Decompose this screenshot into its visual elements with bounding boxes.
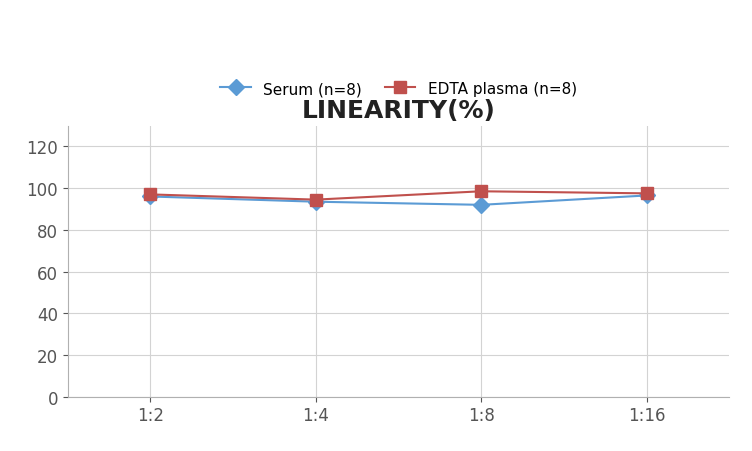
Title: LINEARITY(%): LINEARITY(%) [302, 99, 496, 123]
Serum (n=8) [642, 193, 651, 199]
Serum (n=8) [311, 199, 320, 205]
Serum (n=8) [146, 194, 155, 200]
Serum (n=8) [477, 202, 486, 208]
Line: EDTA plasma (n=8): EDTA plasma (n=8) [145, 186, 652, 206]
EDTA plasma (n=8) [642, 191, 651, 197]
Line: Serum (n=8): Serum (n=8) [145, 190, 652, 211]
EDTA plasma (n=8) [477, 189, 486, 194]
EDTA plasma (n=8) [311, 198, 320, 203]
EDTA plasma (n=8) [146, 192, 155, 198]
Legend: Serum (n=8), EDTA plasma (n=8): Serum (n=8), EDTA plasma (n=8) [220, 82, 577, 97]
